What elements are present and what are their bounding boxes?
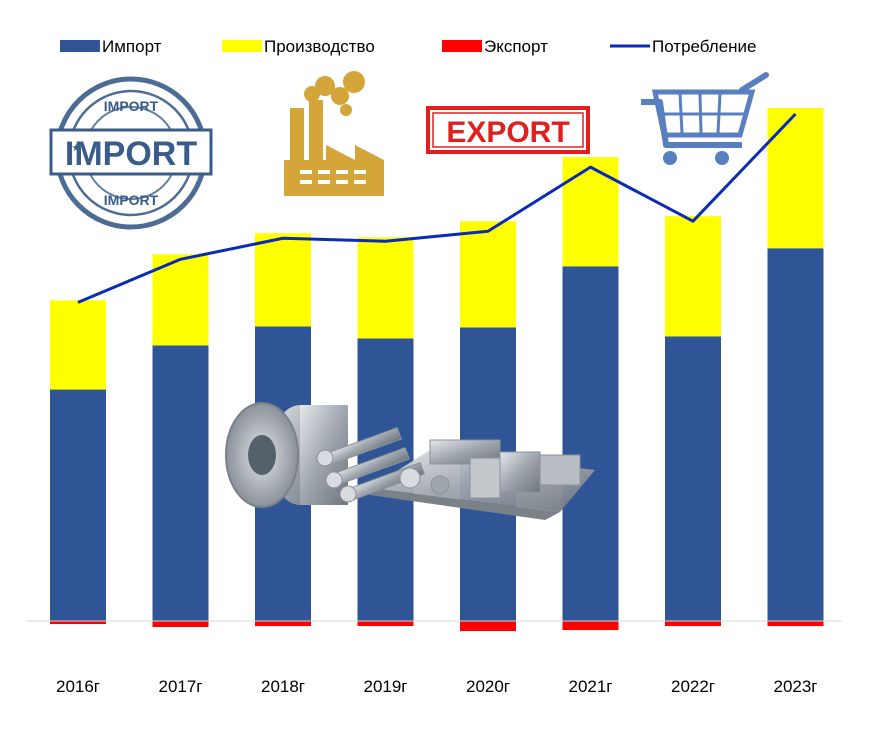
bar-production-3 <box>358 237 414 338</box>
bar-production-2 <box>255 233 311 326</box>
x-tick-label-0: 2016г <box>56 677 100 696</box>
legend-swatch-2 <box>442 40 482 52</box>
bar-production-4 <box>460 221 516 327</box>
bar-export-2 <box>255 621 311 626</box>
bar-import-6 <box>665 336 721 621</box>
bar-import-7 <box>768 248 824 621</box>
bar-export-6 <box>665 621 721 626</box>
x-axis: 2016г 2017г 2018г 2019г 2020г 2021г 2022г 2023г <box>26 621 842 696</box>
import-stamp-top-lettering: IMPORT <box>104 98 159 114</box>
bar-production-6 <box>665 216 721 336</box>
bar-export-3 <box>358 621 414 626</box>
factory-icon <box>284 71 384 196</box>
import-stamp-bottom-lettering: IMPORT <box>104 192 159 208</box>
bar-export-4 <box>460 621 516 631</box>
import-stamp-lettering: IMPORT <box>65 135 197 173</box>
legend-label-3: Потребление <box>652 37 757 56</box>
x-tick-label-4: 2020г <box>466 677 510 696</box>
bars <box>50 108 824 631</box>
x-tick-label-5: 2021г <box>568 677 612 696</box>
bar-production-0 <box>50 300 106 389</box>
export-stamp-icon: EXPORT <box>428 108 588 152</box>
cart-icon <box>641 75 766 165</box>
bar-production-7 <box>768 108 824 248</box>
legend-label-2: Экспорт <box>484 37 548 56</box>
bar-export-1 <box>153 621 209 627</box>
x-tick-label-7: 2023г <box>773 677 817 696</box>
bar-export-5 <box>563 621 619 630</box>
legend: Импорт Производство Экспорт Потребление <box>60 37 757 56</box>
bar-import-1 <box>153 345 209 621</box>
x-tick-label-1: 2017г <box>158 677 202 696</box>
x-tick-label-3: 2019г <box>363 677 407 696</box>
bar-export-7 <box>768 621 824 626</box>
svg-text:★: ★ <box>72 143 81 154</box>
import-stamp-icon: IMPORT IMPORT IMPORT ★ <box>51 79 211 227</box>
x-tick-label-2: 2018г <box>261 677 305 696</box>
bar-import-0 <box>50 390 106 621</box>
export-stamp-lettering: EXPORT <box>446 116 569 149</box>
legend-swatch-0 <box>60 40 100 52</box>
legend-label-1: Производство <box>264 37 375 56</box>
legend-label-0: Импорт <box>102 37 162 56</box>
bar-production-5 <box>563 157 619 266</box>
x-tick-label-6: 2022г <box>671 677 715 696</box>
legend-swatch-1 <box>222 40 262 52</box>
bar-import-5 <box>563 266 619 621</box>
